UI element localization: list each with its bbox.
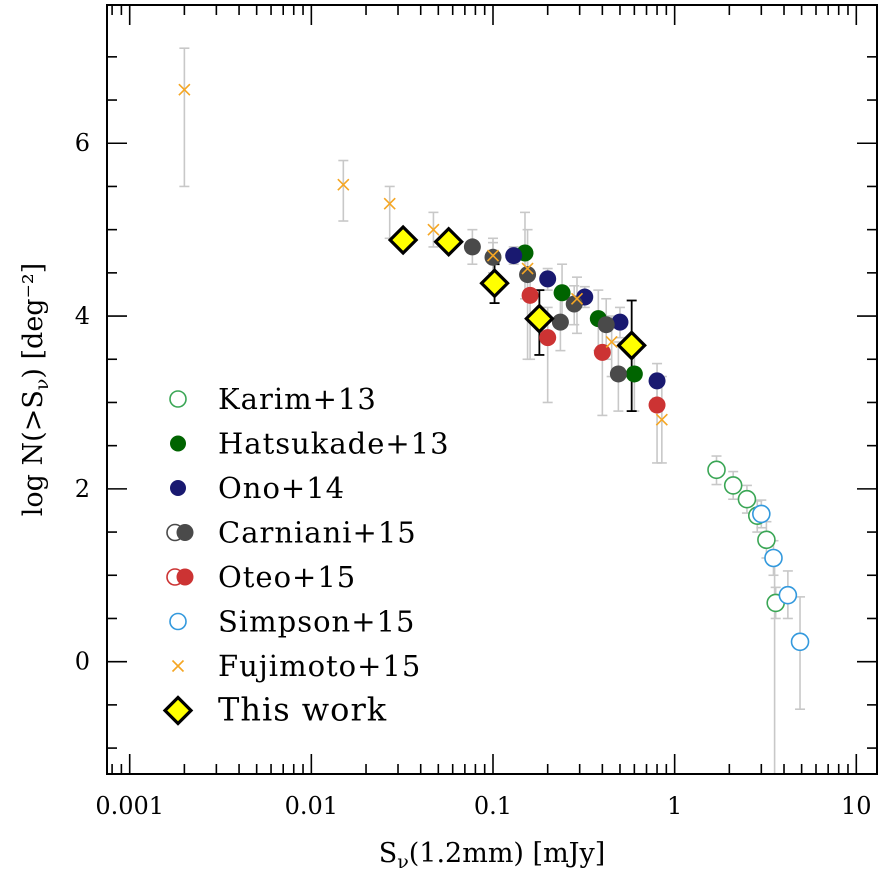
point-ono-14: [505, 247, 523, 265]
legend-label-karim-13: Karim+13: [218, 382, 377, 416]
point-carniani-15: [565, 295, 583, 313]
point-simpson-15: [764, 548, 783, 568]
tick-labels: 0.001 0.01 0.1 1 10 0 2 4 6: [75, 129, 872, 820]
point-fujimoto-15: [178, 83, 191, 96]
point-carniani-15: [484, 248, 502, 266]
legend-marker-hatsukade-13: [170, 435, 186, 452]
x-axis-title: Sν(1.2mm) [mJy]: [379, 838, 606, 869]
legend-label-fujimoto-15: Fujimoto+15: [218, 649, 421, 683]
x-tick-label: 0.001: [95, 792, 164, 820]
plot-frame: [106, 4, 878, 775]
x-tick-label: 0.1: [474, 792, 512, 820]
point-fujimoto-15: [655, 413, 668, 426]
legend-marker-ono-14: [170, 480, 186, 496]
point-karim-13: [723, 476, 743, 495]
legend-label-this-work: This work: [218, 691, 387, 729]
y-axis-title: log N(>Sν) [deg⁻²]: [18, 263, 53, 516]
legend-marker-oteo-15-filled: [176, 568, 194, 586]
axis-ticks: [107, 5, 877, 774]
point-this-work: [479, 267, 510, 299]
point-ono-14: [648, 372, 666, 390]
point-karim-13: [737, 489, 757, 509]
legend-marker-carniani-15-filled: [176, 524, 194, 541]
point-this-work: [433, 226, 464, 258]
point-carniani-15: [519, 266, 537, 284]
point-fujimoto-15: [337, 178, 350, 191]
point-fujimoto-15: [427, 223, 440, 236]
point-fujimoto-15: [486, 249, 500, 262]
point-oteo-15: [539, 329, 557, 347]
legend-label-simpson-15: Simpson+15: [218, 605, 415, 639]
point-hatsukade-13: [625, 365, 643, 383]
legend-marker-simpson-15: [169, 612, 187, 631]
x-tick-label: 0.01: [285, 792, 338, 820]
point-carniani-15: [597, 316, 615, 334]
point-fujimoto-15: [605, 335, 618, 349]
point-fujimoto-15: [521, 262, 534, 275]
legend-label-carniani-15: Carniani+15: [218, 516, 417, 550]
legend-label-ono-14: Ono+14: [218, 471, 345, 505]
legend-label-oteo-15: Oteo+15: [218, 560, 356, 594]
point-carniani-15: [463, 238, 481, 256]
point-fujimoto-15: [570, 292, 584, 305]
point-oteo-15: [521, 286, 539, 304]
point-oteo-15: [648, 396, 666, 414]
point-this-work: [524, 303, 555, 334]
point-simpson-15: [790, 632, 810, 652]
point-ono-14: [611, 313, 629, 331]
point-fujimoto-15: [383, 197, 396, 210]
point-carniani-15: [609, 365, 627, 383]
point-carniani-15: [551, 313, 569, 331]
point-hatsukade-13: [553, 284, 571, 302]
point-karim-13: [707, 460, 726, 480]
legend-marker-fujimoto-15: [171, 659, 185, 673]
point-this-work: [387, 224, 419, 256]
y-tick-label: 6: [75, 129, 90, 157]
point-ono-14: [539, 270, 557, 288]
legend-label-hatsukade-13: Hatsukade+13: [218, 427, 450, 461]
point-simpson-15: [778, 585, 798, 605]
legend-marker-karim-13: [169, 390, 187, 408]
y-tick-label: 0: [75, 648, 90, 676]
legend: Karim+13 Hatsukade+13 Ono+14 Carniani+15 Ote…: [162, 382, 450, 729]
y-tick-label: 2: [75, 475, 90, 503]
x-tick-label: 10: [841, 792, 872, 820]
data-points: [178, 83, 810, 652]
point-oteo-15: [593, 343, 611, 361]
legend-marker-this-work: [162, 695, 194, 726]
y-tick-label: 4: [75, 302, 90, 330]
point-karim-13: [757, 530, 776, 550]
point-simpson-15: [752, 504, 771, 524]
point-this-work: [616, 330, 647, 361]
x-tick-label: 1: [667, 792, 682, 820]
